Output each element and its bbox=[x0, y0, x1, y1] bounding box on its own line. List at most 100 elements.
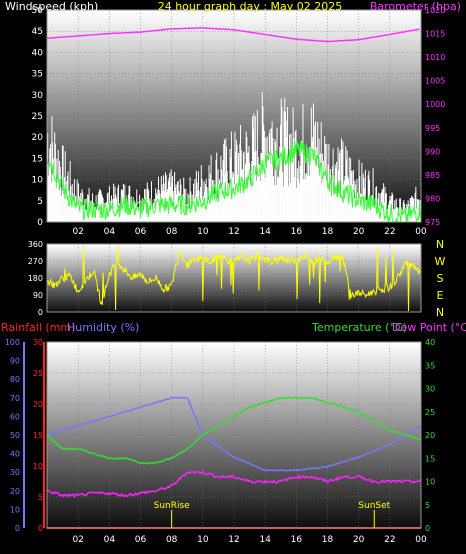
temperature-axis-title: Temperature (°C) bbox=[311, 321, 407, 334]
barometer-axis-title: Barometer (hpa) bbox=[370, 0, 461, 13]
direction-tick-label: 270 bbox=[28, 257, 43, 266]
wind-average-line bbox=[46, 140, 421, 223]
x-tick-label: 02 bbox=[72, 535, 83, 545]
humidity-tick-label: 50 bbox=[10, 431, 20, 440]
wind-direction-line bbox=[46, 244, 421, 312]
temp-panel-axes: 0102030405060708090100051015202530051015… bbox=[5, 338, 435, 545]
humidity-line bbox=[46, 396, 422, 472]
windspeed-tick-label: 30 bbox=[32, 91, 44, 101]
barometer-tick-label: 990 bbox=[425, 147, 440, 156]
windspeed-tick-label: 5 bbox=[37, 197, 43, 207]
compass-letter: S bbox=[437, 272, 444, 285]
x-tick-label: 10 bbox=[197, 227, 209, 237]
compass-letter: N bbox=[436, 238, 444, 251]
rainfall-tick-label: 20 bbox=[33, 400, 43, 409]
x-tick-label: 00 bbox=[415, 227, 427, 237]
direction-panel-series bbox=[46, 244, 421, 312]
rainfall-tick-label: 25 bbox=[33, 369, 43, 378]
compass-letter: E bbox=[437, 289, 444, 302]
barometer-tick-label: 995 bbox=[425, 124, 440, 133]
direction-tick-label: 0 bbox=[38, 308, 43, 317]
rainfall-tick-label: 15 bbox=[33, 431, 43, 440]
barometer-tick-label: 1000 bbox=[425, 100, 445, 109]
direction-tick-label: 360 bbox=[28, 240, 43, 249]
rainfall-tick-label: 5 bbox=[38, 493, 43, 502]
barometer-tick-label: 985 bbox=[425, 171, 440, 180]
compass-letter: N bbox=[436, 306, 444, 319]
x-tick-label: 02 bbox=[72, 227, 83, 237]
wind-panel-border bbox=[46, 9, 422, 223]
direction-tick-label: 180 bbox=[28, 274, 43, 283]
sun-markers: SunRise SunSet bbox=[154, 501, 391, 528]
windspeed-tick-label: 35 bbox=[32, 70, 43, 80]
temp-panel-border bbox=[46, 341, 422, 529]
humidity-tick-label: 100 bbox=[5, 338, 20, 347]
dewpoint-line bbox=[46, 469, 422, 499]
compass-letter: W bbox=[435, 255, 446, 268]
humidity-tick-label: 40 bbox=[10, 450, 20, 459]
x-tick-label: 04 bbox=[104, 227, 116, 237]
x-tick-label: 12 bbox=[228, 535, 239, 545]
windspeed-tick-label: 25 bbox=[32, 112, 43, 122]
barometer-line bbox=[46, 27, 420, 43]
windspeed-tick-label: 15 bbox=[32, 154, 43, 164]
barometer-tick-label: 980 bbox=[425, 194, 440, 203]
windspeed-axis-title: Windspeed (kph) bbox=[5, 0, 98, 13]
wind-panel-axes: 0510152025303540455097598098599099510001… bbox=[32, 6, 446, 237]
x-tick-label: 12 bbox=[228, 227, 239, 237]
sunset-label: SunSet bbox=[358, 501, 390, 511]
x-tick-label: 20 bbox=[353, 535, 365, 545]
sunrise-label: SunRise bbox=[154, 501, 191, 511]
windspeed-tick-label: 20 bbox=[32, 133, 44, 143]
x-tick-label: 20 bbox=[353, 227, 365, 237]
x-tick-label: 22 bbox=[384, 227, 395, 237]
temperature-tick-label: 20 bbox=[425, 431, 435, 440]
humidity-tick-label: 20 bbox=[10, 487, 20, 496]
temperature-tick-label: 35 bbox=[425, 361, 435, 370]
temperature-tick-label: 5 bbox=[425, 501, 430, 510]
humidity-tick-label: 0 bbox=[15, 524, 20, 533]
direction-tick-label: 90 bbox=[33, 291, 43, 300]
barometer-tick-label: 1010 bbox=[425, 53, 445, 62]
humidity-tick-label: 30 bbox=[10, 468, 20, 477]
x-tick-label: 06 bbox=[135, 227, 147, 237]
direction-panel-border bbox=[46, 243, 422, 313]
x-tick-label: 16 bbox=[291, 227, 303, 237]
temperature-tick-label: 25 bbox=[425, 408, 435, 417]
x-tick-label: 22 bbox=[384, 535, 395, 545]
x-tick-label: 14 bbox=[259, 535, 271, 545]
x-tick-label: 16 bbox=[291, 535, 303, 545]
rainfall-axis-title: Rainfall (mm) bbox=[1, 321, 75, 334]
x-tick-label: 00 bbox=[415, 535, 427, 545]
temperature-tick-label: 30 bbox=[425, 385, 435, 394]
rainfall-tick-label: 30 bbox=[33, 338, 43, 347]
x-tick-label: 14 bbox=[259, 227, 271, 237]
temperature-line bbox=[46, 396, 422, 465]
humidity-tick-label: 80 bbox=[10, 375, 20, 384]
x-tick-label: 06 bbox=[135, 535, 147, 545]
windspeed-tick-label: 50 bbox=[32, 6, 44, 16]
windspeed-tick-label: 0 bbox=[37, 218, 43, 228]
barometer-tick-label: 1020 bbox=[425, 6, 445, 15]
barometer-tick-label: 1005 bbox=[425, 77, 445, 86]
wind-panel-series bbox=[46, 27, 422, 223]
humidity-tick-label: 10 bbox=[10, 505, 20, 514]
x-tick-label: 10 bbox=[197, 535, 209, 545]
direction-panel-axes: 0 90 180 270 360 bbox=[28, 240, 43, 317]
temperature-tick-label: 10 bbox=[425, 478, 435, 487]
windspeed-tick-label: 40 bbox=[32, 48, 44, 58]
rainfall-tick-label: 0 bbox=[38, 524, 43, 533]
windspeed-tick-label: 45 bbox=[32, 27, 43, 37]
humidity-tick-label: 90 bbox=[10, 357, 20, 366]
x-tick-label: 08 bbox=[166, 535, 178, 545]
barometer-tick-label: 1015 bbox=[425, 30, 445, 39]
x-tick-label: 18 bbox=[322, 227, 334, 237]
temperature-tick-label: 15 bbox=[425, 454, 435, 463]
graph-title: 24 hour graph day : May 02 2025 bbox=[158, 0, 343, 13]
x-tick-label: 04 bbox=[104, 535, 116, 545]
windspeed-tick-label: 10 bbox=[32, 176, 44, 186]
temperature-tick-label: 40 bbox=[425, 338, 435, 347]
barometer-tick-label: 975 bbox=[425, 218, 440, 227]
